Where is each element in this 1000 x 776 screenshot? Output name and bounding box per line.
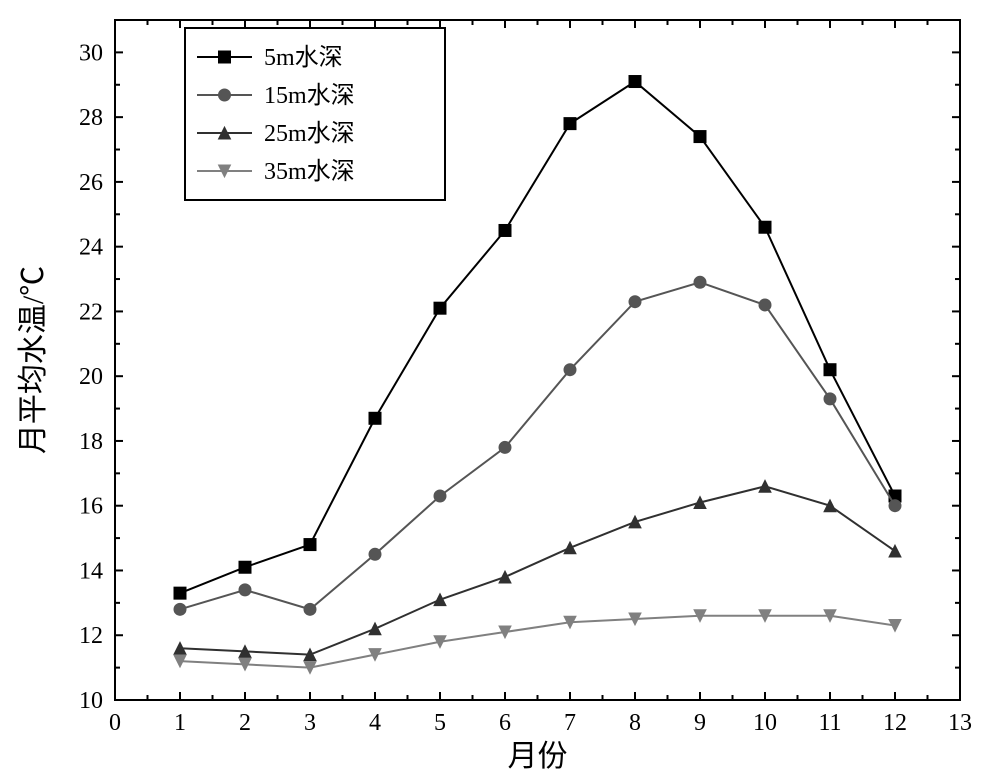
marker-circle	[759, 299, 771, 311]
marker-circle	[499, 441, 511, 453]
marker-triangle-up	[759, 480, 771, 492]
y-tick-label: 26	[79, 170, 103, 196]
y-tick-label: 16	[79, 494, 103, 520]
series-line	[180, 282, 895, 609]
marker-triangle-up	[824, 500, 836, 512]
marker-circle	[824, 393, 836, 405]
legend-label: 15m水深	[264, 82, 355, 109]
marker-circle	[369, 548, 381, 560]
y-tick-label: 28	[79, 105, 103, 131]
x-tick-label: 11	[818, 710, 841, 736]
x-tick-label: 8	[629, 710, 641, 736]
y-tick-label: 18	[79, 429, 103, 455]
y-axis-title: 月平均水温/℃	[17, 266, 50, 454]
marker-square	[759, 221, 771, 233]
y-tick-label: 10	[79, 688, 103, 714]
marker-square	[239, 561, 251, 573]
legend-label: 25m水深	[264, 120, 355, 147]
marker-triangle-up	[629, 516, 641, 528]
marker-square	[219, 51, 231, 63]
marker-triangle-up	[694, 496, 706, 508]
marker-square	[564, 118, 576, 130]
y-tick-label: 24	[79, 235, 103, 261]
plot-frame	[115, 20, 960, 700]
marker-triangle-up	[434, 594, 446, 606]
marker-triangle-up	[564, 542, 576, 554]
x-tick-label: 7	[564, 710, 576, 736]
marker-square	[629, 76, 641, 88]
x-tick-label: 3	[304, 710, 316, 736]
marker-square	[174, 587, 186, 599]
marker-circle	[564, 364, 576, 376]
x-tick-label: 10	[753, 710, 777, 736]
y-tick-label: 14	[79, 558, 103, 584]
x-tick-label: 2	[239, 710, 251, 736]
marker-circle	[304, 603, 316, 615]
marker-circle	[694, 276, 706, 288]
marker-triangle-up	[889, 545, 901, 557]
x-axis-title: 月份	[508, 740, 568, 773]
marker-square	[304, 539, 316, 551]
x-tick-label: 1	[174, 710, 186, 736]
x-tick-label: 13	[948, 710, 972, 736]
marker-triangle-up	[369, 623, 381, 635]
marker-circle	[219, 89, 231, 101]
chart-svg: 0123456789101112131012141618202224262830…	[0, 0, 1000, 776]
marker-circle	[434, 490, 446, 502]
series-line	[180, 486, 895, 654]
marker-circle	[239, 584, 251, 596]
marker-square	[369, 412, 381, 424]
x-tick-label: 5	[434, 710, 446, 736]
line-chart: 0123456789101112131012141618202224262830…	[0, 0, 1000, 776]
marker-circle	[629, 296, 641, 308]
marker-circle	[889, 500, 901, 512]
x-tick-label: 12	[883, 710, 907, 736]
y-tick-label: 22	[79, 299, 103, 325]
x-tick-label: 6	[499, 710, 511, 736]
y-tick-label: 20	[79, 364, 103, 390]
x-tick-label: 0	[109, 710, 121, 736]
marker-square	[824, 364, 836, 376]
x-tick-label: 4	[369, 710, 381, 736]
marker-square	[694, 131, 706, 143]
marker-square	[434, 302, 446, 314]
x-tick-label: 9	[694, 710, 706, 736]
legend-label: 5m水深	[264, 44, 343, 71]
series-line	[180, 616, 895, 668]
marker-circle	[174, 603, 186, 615]
y-tick-label: 12	[79, 623, 103, 649]
marker-triangle-up	[499, 571, 511, 583]
y-tick-label: 30	[79, 40, 103, 66]
legend-label: 35m水深	[264, 158, 355, 185]
marker-square	[499, 224, 511, 236]
